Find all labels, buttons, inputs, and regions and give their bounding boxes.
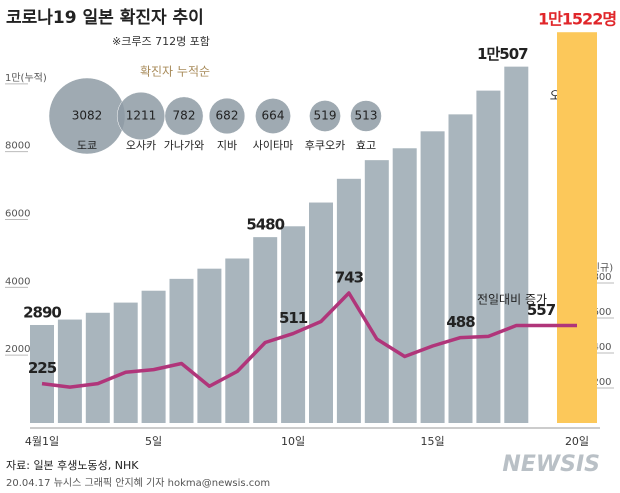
- line-value-label: 743: [335, 268, 364, 286]
- bar: [557, 32, 597, 424]
- bubble: [350, 100, 382, 132]
- bubble-title: 확진자 누적순: [140, 65, 210, 79]
- bubble: [208, 97, 246, 135]
- line-value-label: 511: [279, 309, 308, 327]
- line-value-label: 225: [28, 359, 57, 377]
- y-tick-label: 2000: [5, 344, 30, 355]
- bubble-value: 682: [216, 109, 239, 123]
- bubble-label: 사이타마: [253, 139, 293, 152]
- y-tick-label: 4000: [5, 276, 30, 287]
- bubble-label: 후쿠오카: [305, 139, 345, 152]
- bar: [225, 258, 250, 423]
- bar: [476, 90, 501, 423]
- bar: [420, 131, 445, 424]
- y2-tick-label: 400: [592, 342, 611, 353]
- bar: [197, 268, 222, 423]
- line: [41, 291, 577, 389]
- bubble-label: 가나가와: [164, 139, 204, 152]
- x-tick-label: 15일: [421, 434, 445, 448]
- bar: [57, 319, 82, 423]
- bar: [141, 290, 166, 423]
- y2-tick-label: 800: [592, 272, 611, 283]
- y-tick-label: 6000: [5, 209, 30, 220]
- bar: [30, 324, 54, 423]
- chart-subtitle: ※크루즈 712명 포함: [112, 35, 210, 48]
- bubble: [309, 100, 341, 132]
- bar-value-label: 5480: [246, 216, 284, 234]
- bar: [392, 148, 417, 423]
- bar: [364, 160, 389, 424]
- bubble: [164, 96, 204, 136]
- x-tick-label: 5일: [145, 434, 162, 448]
- x-tick-label: 4월1일: [25, 434, 59, 448]
- line-legend: 전일대비 증가: [477, 293, 547, 307]
- bubble-value: 3082: [72, 109, 103, 123]
- bubble-value: 519: [314, 109, 337, 123]
- bar-value-label: 1만1522명: [538, 10, 616, 29]
- bubble: [255, 98, 291, 134]
- bar: [504, 66, 529, 424]
- bubble-label: 도쿄: [77, 139, 97, 152]
- bar-value-label: 1만507: [477, 45, 528, 63]
- bar: [85, 312, 110, 423]
- bubble-value: 1211: [126, 109, 157, 123]
- bar: [448, 114, 473, 423]
- line-value-label: 557: [527, 301, 556, 319]
- y-tick-label: 8000: [5, 141, 30, 152]
- x-tick-label: 10일: [281, 434, 305, 448]
- bar: [169, 278, 194, 423]
- bubble-value: 782: [173, 109, 196, 123]
- bar: [113, 302, 138, 423]
- x-tick-label: 20일: [565, 434, 589, 448]
- bubble-value: 513: [355, 109, 378, 123]
- bar-value-label: 2890: [23, 303, 61, 321]
- y2-tick-label: 600: [592, 307, 611, 318]
- bubble-label: 오사카: [126, 139, 156, 152]
- y-tick-label: 1만(누적): [5, 72, 47, 84]
- bubble-value: 664: [262, 109, 285, 123]
- credit: 20.04.17 뉴시스 그래픽 안지혜 기자 hokma@newsis.com: [6, 477, 270, 489]
- bar: [281, 226, 306, 423]
- bubble-label: 지바: [217, 139, 237, 152]
- y2-tick-label: 200: [592, 377, 611, 388]
- bubble-label: 효고: [356, 139, 376, 152]
- chart-title: 코로나19 일본 확진자 추이: [6, 8, 204, 28]
- line-value-label: 488: [446, 313, 475, 331]
- logo: NEWSIS: [502, 452, 600, 477]
- bar: [253, 237, 278, 423]
- source: 자료: 일본 후생노동성, NHK: [6, 458, 139, 472]
